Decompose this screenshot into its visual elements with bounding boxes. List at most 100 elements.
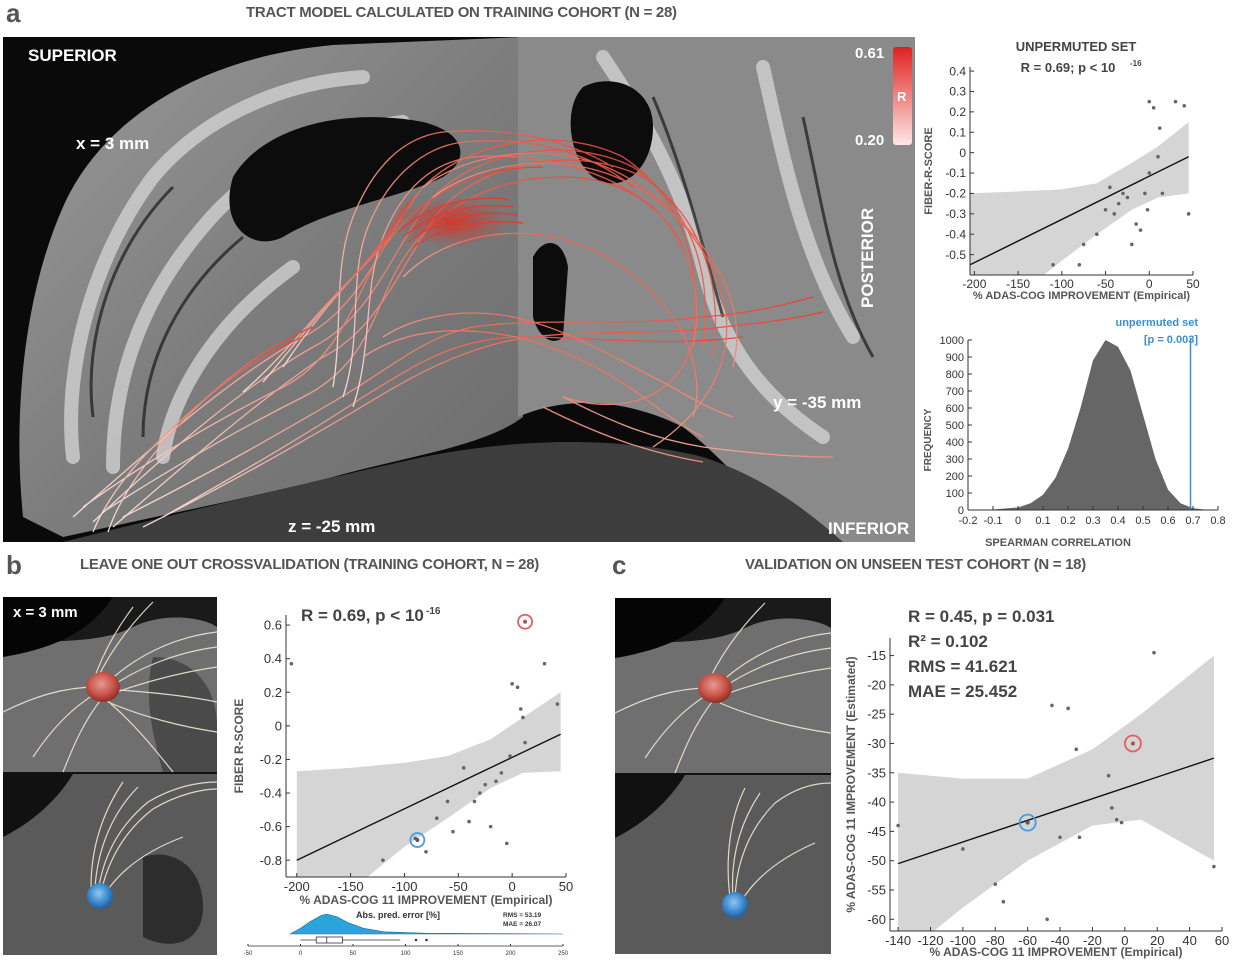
panel-b-brain-image [3, 597, 217, 955]
x-tick-label: 0.6 [1160, 515, 1175, 527]
data-point [1074, 747, 1079, 752]
data-point [1103, 207, 1108, 212]
data-point [1182, 103, 1187, 108]
y-tick-label: 200 [946, 471, 964, 483]
data-point [381, 858, 385, 863]
y-tick-label: -15 [867, 648, 886, 663]
x-tick-label: -120 [917, 933, 943, 948]
y-tick-label: 500 [946, 420, 964, 432]
highlight-blue-patient [1018, 813, 1037, 832]
y-tick-label: 700 [946, 386, 964, 398]
x-tick-label: 0 [1121, 933, 1128, 948]
data-point [1212, 864, 1216, 869]
data-point [518, 707, 523, 711]
x-tick-label: -150 [338, 879, 364, 894]
x-axis-label: % ADAS-COG 11 IMPROVEMENT (Empirical) [300, 893, 553, 907]
highlight-blue-patient [409, 832, 426, 848]
y-axis-label: FIBER R-SCORE [232, 699, 246, 794]
y-tick-label: 1000 [940, 335, 964, 347]
data-point [1151, 105, 1156, 110]
data-point [504, 841, 509, 846]
x-tick-label: 200 [505, 951, 516, 957]
x-tick-label: 0.7 [1185, 515, 1200, 527]
chart-c-scatter: -140 -120 -100 -80 -60 -40 -20 0 20 40 60 -15 -20 -25… [844, 607, 1229, 959]
y-tick-label: 600 [946, 403, 964, 415]
data-point [499, 771, 504, 775]
fiber-tracts [72, 130, 834, 533]
x-tick-label: -20 [1083, 933, 1102, 948]
confidence-band [970, 122, 1189, 275]
highlight-blue-point [1025, 820, 1030, 825]
y-tick-label: 0 [959, 146, 966, 160]
data-point [1152, 650, 1156, 655]
data-point [1112, 212, 1117, 216]
chart-b-scatter: -200 -150 -100 -50 0 50 0.6 0.4 0.2 0 -0.2 -0.4 -0.6… [232, 606, 573, 907]
chart-b-title-exponent: -16 [426, 606, 441, 617]
confidence-band [296, 692, 561, 877]
regression-line [970, 156, 1189, 266]
x-tick-label: 0 [1146, 277, 1153, 291]
x-tick-label: 250 [558, 951, 569, 957]
data-point [467, 819, 471, 824]
x-tick-label: 20 [1150, 933, 1164, 948]
y-tick-label: -35 [867, 765, 886, 780]
data-point [1077, 263, 1082, 267]
x-tick-label: -60 [1018, 933, 1037, 948]
data-point [1147, 99, 1152, 104]
data-point [483, 782, 488, 787]
data-point [515, 685, 520, 690]
highlight-red-point [523, 619, 528, 624]
highlight-red-patient [1124, 734, 1142, 753]
confidence-band [898, 655, 1214, 931]
y-tick-label: -0.6 [260, 819, 282, 834]
data-point [896, 823, 900, 828]
data-point [1077, 835, 1082, 840]
x-tick-label: 0 [299, 951, 303, 957]
data-point [1173, 99, 1178, 104]
panel-a-letter: a [6, 0, 21, 28]
chart-b-error-distribution: Abs. pred. error [%] RMS = 53.19 MAE = 26.… [244, 910, 569, 957]
data-point [1129, 242, 1134, 247]
x-tick-label: -80 [986, 933, 1005, 948]
y-tick-label: -45 [867, 824, 886, 839]
chart-a-histogram: unpermuted set [p = 0.003] -0.2 -0.1 0 0.1 0.2… [923, 317, 1226, 549]
data-point [1119, 820, 1124, 825]
x-axis-label: SPEARMAN CORRELATION [985, 537, 1131, 549]
x-tick-label: -100 [391, 879, 417, 894]
data-point [1156, 154, 1160, 159]
y-tick-label: 0 [275, 718, 282, 733]
tractography-render [3, 37, 915, 542]
y-tick-label: -50 [867, 853, 886, 868]
error-stat: MAE = 26.07 [503, 921, 542, 928]
panel-b-x-label: x = 3 mm [13, 604, 78, 621]
x-tick-label: -150 [1006, 277, 1030, 291]
y-tick-label: -40 [867, 795, 886, 810]
highlight-red-patient [517, 613, 533, 630]
data-point [1147, 171, 1152, 175]
y-tick-label: -55 [867, 883, 886, 898]
y-tick-label: 0.1 [949, 125, 966, 139]
x-tick-label: 0.4 [1110, 515, 1125, 527]
error-stat: RMS = 53.19 [503, 912, 542, 919]
data-point [478, 791, 482, 795]
x-tick-label: -50 [449, 879, 468, 894]
panel-c-brain-image [615, 598, 831, 954]
y-tick-label: 100 [946, 488, 964, 500]
x-tick-label: -100 [1050, 277, 1074, 291]
colorbar-min-label: 0.20 [855, 132, 885, 149]
x-tick-label: 50 [1186, 277, 1200, 291]
data-point [542, 661, 547, 666]
data-point [1050, 703, 1054, 708]
y-tick-label: 0.6 [264, 618, 282, 633]
box-outlier [425, 938, 428, 942]
data-point [521, 715, 525, 720]
data-point [451, 829, 455, 834]
panel-b-letter: b [6, 550, 22, 580]
x-axis-label: % ADAS-COG IMPROVEMENT (Empirical) [973, 290, 1191, 302]
x-tick-label: 0 [509, 879, 516, 894]
data-point [1066, 706, 1070, 711]
y-tick-label: 0.4 [949, 64, 966, 78]
unpermuted-marker-label: unpermuted set [1115, 317, 1198, 329]
x-tick-label: 0.2 [1060, 515, 1075, 527]
data-point [1157, 126, 1162, 130]
